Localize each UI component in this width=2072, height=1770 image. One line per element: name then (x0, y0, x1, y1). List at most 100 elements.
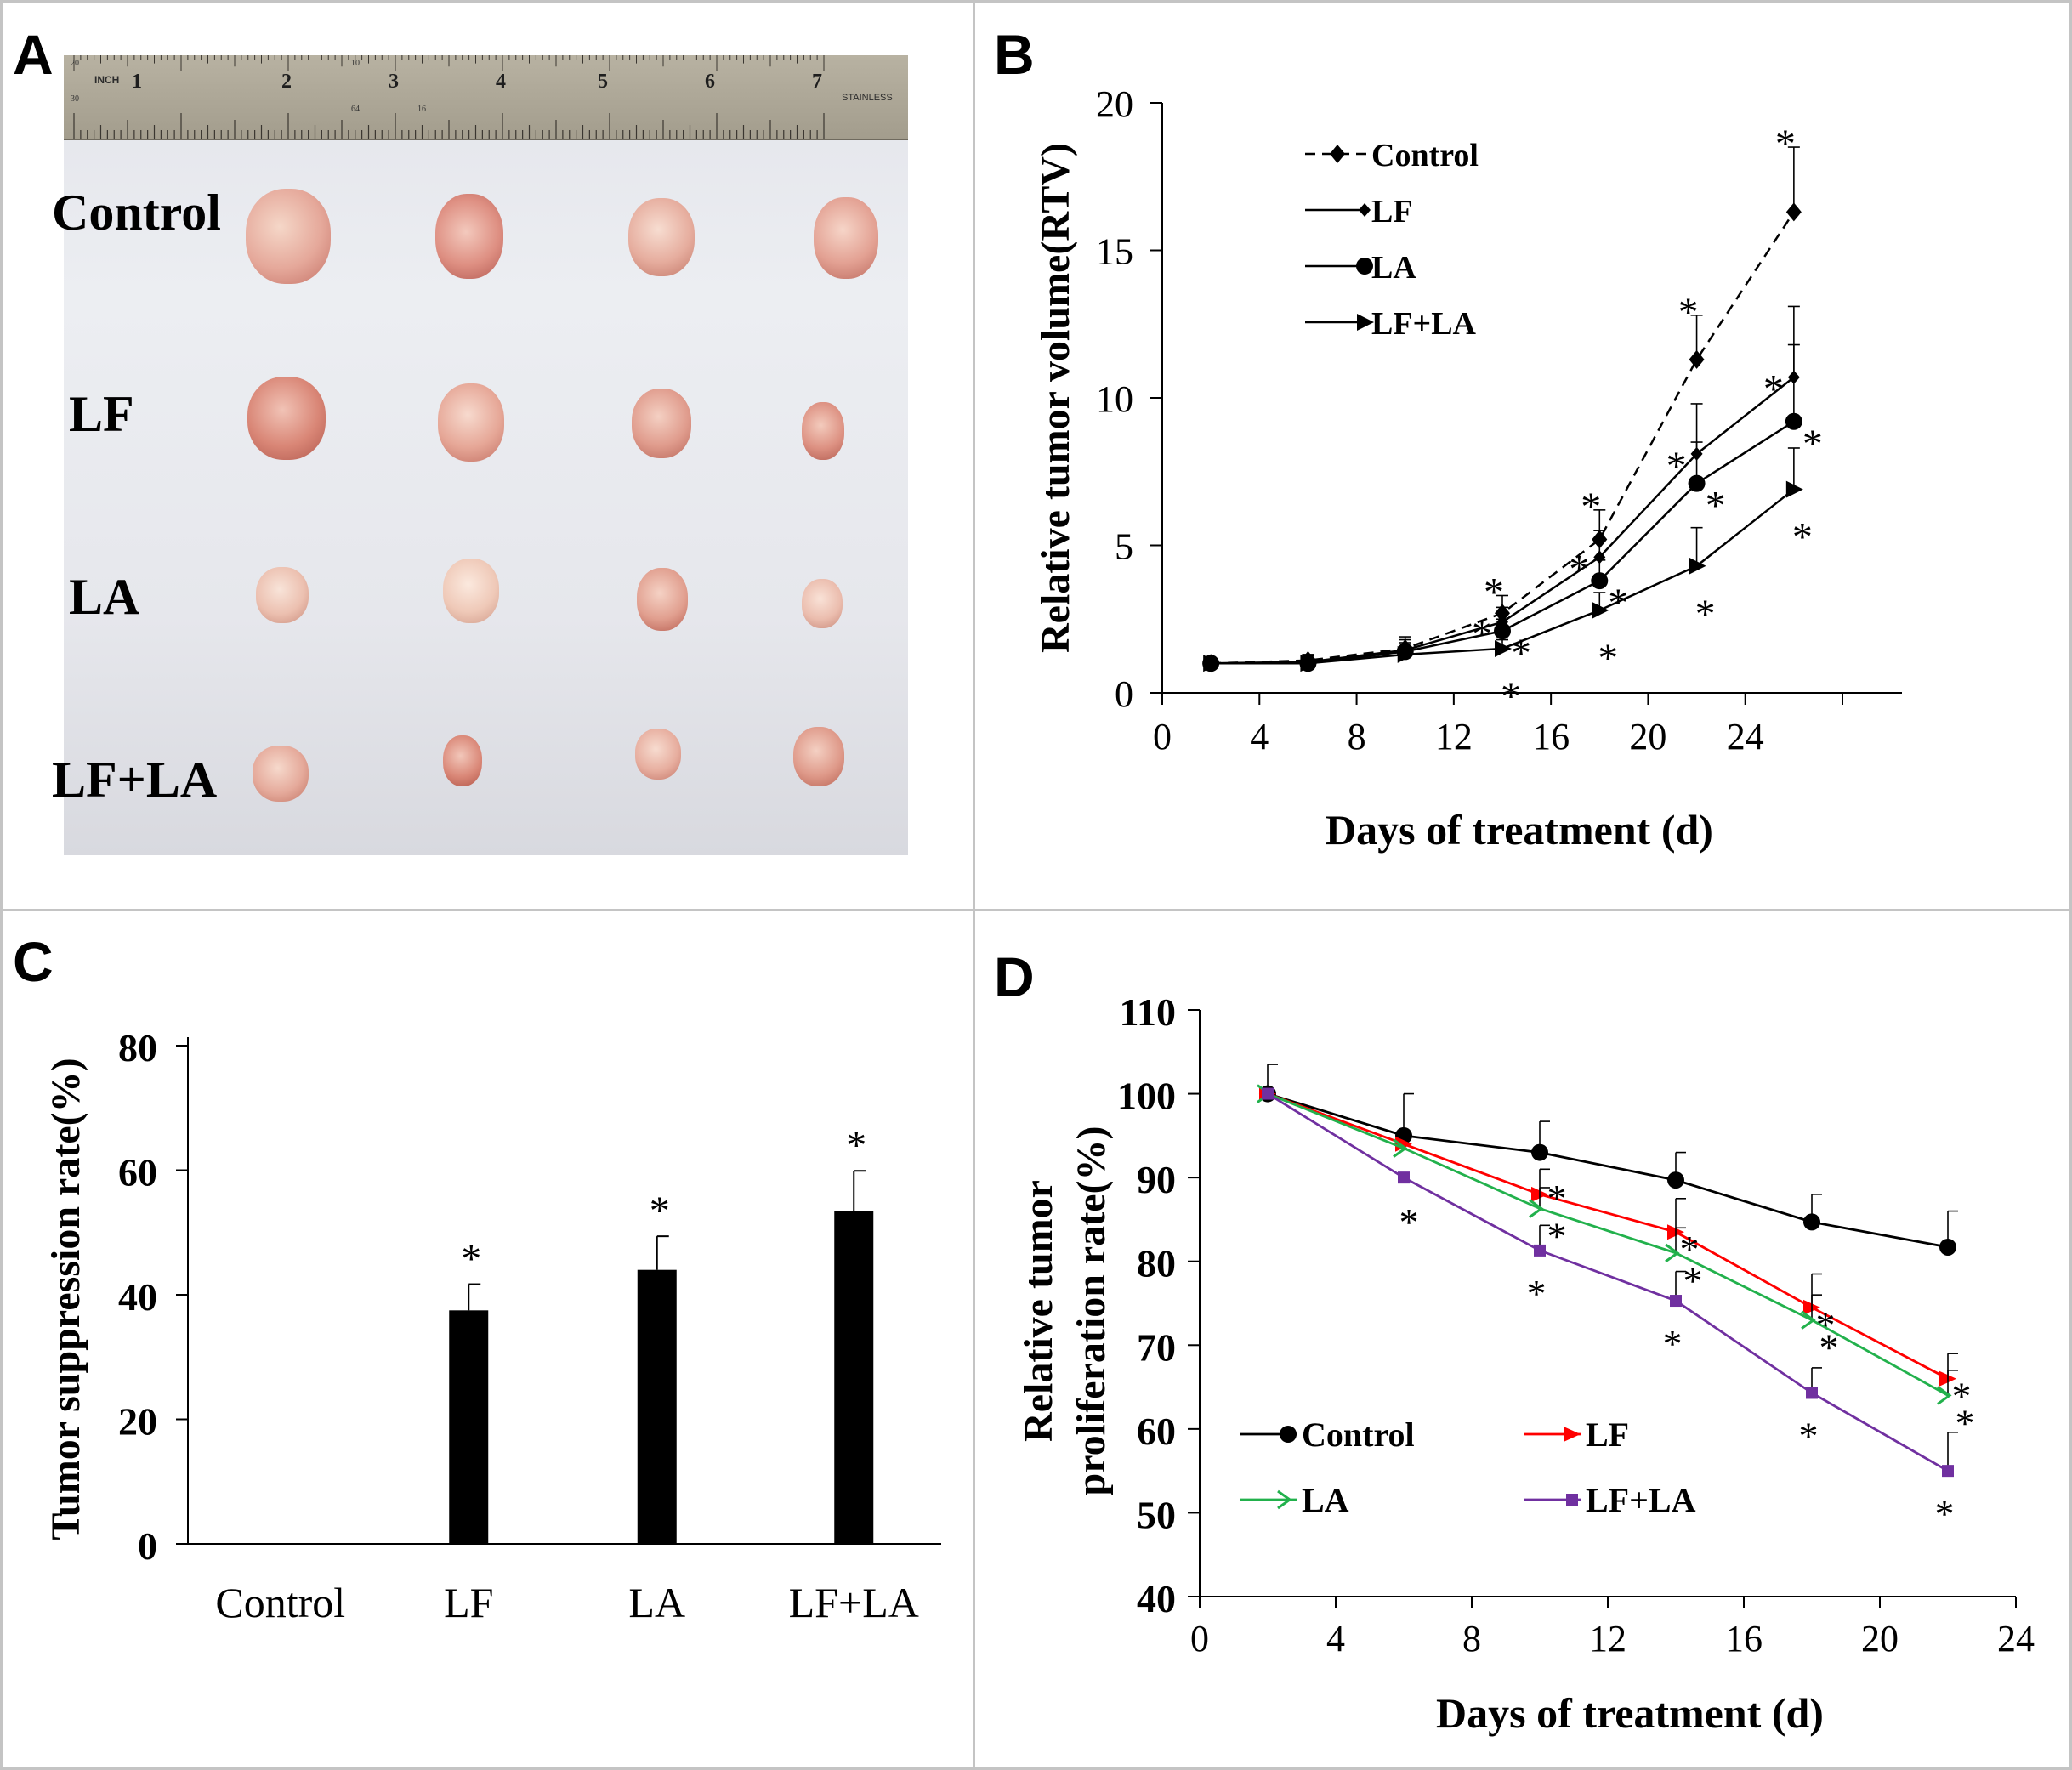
category-label: LF (444, 1579, 493, 1626)
data-point (1801, 1310, 1816, 1330)
legend: Control LF LA LF+LA (1305, 138, 1479, 342)
series-la: * * * * (1202, 343, 1823, 676)
bar (637, 1269, 677, 1544)
ruler-number: 1 (132, 71, 142, 93)
tumor-control-4 (814, 197, 878, 279)
data-point (1689, 557, 1706, 575)
series-control (1259, 1064, 1958, 1256)
y-tick-label: 15 (1096, 231, 1133, 273)
y-axis-label: Relative tumor volume(RTV) (1033, 143, 1078, 653)
ruler-ticks: 1 2 3 4 5 6 7 (73, 55, 825, 139)
series-control: * * * * (1203, 122, 1802, 673)
x-tick-label: 20 (1629, 716, 1666, 757)
legend-label: Control (1302, 1415, 1415, 1454)
data-point (1395, 1136, 1412, 1152)
significance-star: * (1706, 484, 1726, 529)
tumor-la-2 (443, 559, 499, 623)
data-point (1667, 1171, 1684, 1189)
legend-label: LA (1302, 1481, 1349, 1519)
y-tick-label: 70 (1137, 1325, 1176, 1369)
series-line (1267, 1092, 1949, 1397)
y-tick-label: 80 (1137, 1242, 1176, 1285)
data-point (1785, 412, 1802, 430)
data-point (1806, 1387, 1818, 1399)
series-lf: **** (1259, 1086, 1972, 1418)
panel-c: C 0 20 40 60 80 Tumor suppression rate(%) Cont… (0, 909, 976, 1770)
x-axis-label: Days of treatment (d) (1436, 1689, 1824, 1737)
data-point (1942, 1465, 1954, 1478)
tumor-la-4 (802, 579, 843, 628)
significance-star: * (1956, 1401, 1975, 1444)
significance-star: * (1547, 1215, 1567, 1258)
data-point (1357, 314, 1374, 331)
x-axis-label: Days of treatment (d) (1326, 806, 1713, 854)
data-point (1262, 1087, 1274, 1100)
significance-star: * (1683, 1259, 1703, 1302)
y-tick-label: 80 (118, 1026, 157, 1069)
data-point (1670, 1295, 1682, 1308)
significance-star: * (1663, 1322, 1683, 1365)
significance-star: * (1680, 1228, 1700, 1271)
series-lf-la: ***** (1262, 1087, 1958, 1535)
y-tick-label: 100 (1117, 1075, 1176, 1118)
bar-group-lf: * LF (444, 1237, 493, 1626)
row-label-lf: LF (69, 386, 134, 442)
y-tick-label: 40 (1137, 1577, 1176, 1620)
ruler-small-label: 10 (351, 59, 360, 68)
panel-label-c: C (13, 930, 54, 993)
bar-group-control: Control (215, 1579, 345, 1626)
tumor-control-3 (628, 198, 695, 276)
tumor-lfla-3 (635, 729, 681, 780)
significance-star: * (1608, 581, 1628, 626)
significance-star: * (1799, 1414, 1819, 1457)
tumor-lf-3 (632, 389, 691, 458)
y-tick-label: 0 (138, 1524, 157, 1568)
significance-star: * (1501, 674, 1521, 719)
tumor-control-1 (246, 189, 331, 284)
category-label: LF+LA (789, 1579, 919, 1626)
legend: Control LF LA LF+LA (1240, 1415, 1696, 1519)
significance-star: * (1819, 1326, 1839, 1370)
ruler-number: 7 (812, 71, 822, 93)
data-point (1531, 1143, 1548, 1161)
y-tick-label: 10 (1096, 378, 1133, 420)
tumor-la-3 (637, 568, 688, 631)
ruler-number: 6 (705, 71, 715, 93)
x-tick-label: 8 (1348, 716, 1366, 757)
data-point (1939, 1238, 1956, 1256)
data-point (1330, 145, 1345, 163)
x-tick-label: 24 (1727, 716, 1764, 757)
significance-star: * (461, 1237, 481, 1282)
significance-star: * (1666, 444, 1687, 489)
significance-star: * (1802, 422, 1823, 467)
data-point (1803, 1213, 1820, 1231)
legend-label: Control (1371, 138, 1479, 173)
row-label-control: Control (52, 184, 221, 241)
significance-star: * (1952, 1375, 1972, 1418)
tumor-photo: 1 2 3 4 5 6 7 INCH STAINLESS 20 30 10 16 64 (64, 55, 908, 855)
data-point (1534, 1244, 1546, 1257)
significance-star: * (1484, 570, 1504, 615)
data-point (1280, 1426, 1297, 1443)
y-tick-label: 20 (118, 1400, 157, 1444)
bar (834, 1211, 874, 1544)
ruler-small-label: 30 (71, 94, 79, 104)
row-label-la: LA (69, 569, 140, 625)
x-tick-label: 20 (1861, 1618, 1899, 1659)
tumor-lf-2 (438, 383, 504, 462)
significance-star: * (1581, 485, 1601, 530)
y-tick-label: 40 (118, 1275, 157, 1319)
tumor-control-2 (435, 194, 503, 279)
y-tick-label: 20 (1096, 83, 1133, 125)
data-point (1785, 480, 1803, 498)
significance-star: * (1935, 1492, 1955, 1535)
bar (449, 1310, 489, 1544)
legend-label: LF (1371, 194, 1413, 230)
tumor-lf-4 (802, 402, 844, 460)
data-point (1689, 349, 1705, 369)
y-axis-label-line2: proliferation rate(%) (1069, 1126, 1114, 1496)
significance-star: * (846, 1123, 866, 1168)
series-line (1267, 1092, 1949, 1472)
data-point (1564, 1427, 1581, 1442)
x-tick-label: 12 (1589, 1618, 1626, 1659)
